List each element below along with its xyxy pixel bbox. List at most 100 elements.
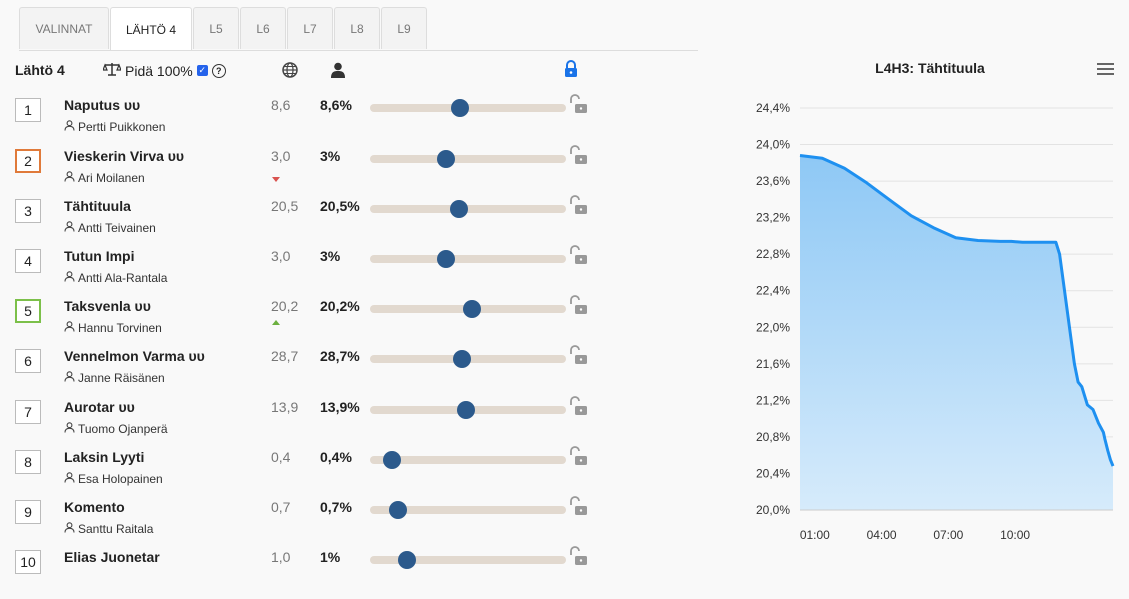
hamburger-menu-icon[interactable]	[1097, 62, 1115, 81]
percent-slider[interactable]	[370, 501, 566, 519]
horse-row: 10 Elias Juonetar 1,0 1%	[15, 546, 695, 599]
lock-open-icon[interactable]	[569, 295, 589, 322]
lock-open-icon[interactable]	[569, 94, 589, 121]
y-tick-label: 20,8%	[756, 430, 790, 444]
lock-open-icon[interactable]	[569, 446, 589, 473]
percent-value: 3%	[320, 148, 341, 164]
odds-value: 13,9	[271, 399, 299, 415]
horse-name: Vennelmon Varma ᴜᴜ	[64, 348, 205, 364]
horse-name: Laksin Lyyti	[64, 449, 145, 465]
globe-icon[interactable]	[282, 62, 298, 83]
person-outline-icon	[64, 120, 75, 134]
slider-handle[interactable]	[437, 250, 456, 268]
horse-number: 3	[15, 199, 41, 223]
race-title: Lähtö 4	[15, 62, 65, 78]
percent-slider[interactable]	[370, 401, 566, 419]
percent-value: 20,2%	[320, 298, 360, 314]
person-outline-icon	[64, 472, 75, 486]
odds-value: 8,6	[271, 97, 291, 113]
tab-l8[interactable]: L8	[334, 7, 380, 49]
percent-value: 20,5%	[320, 198, 360, 214]
keep-100-checkbox[interactable]: ✓	[196, 65, 208, 76]
percent-value: 3%	[320, 248, 341, 264]
lock-open-icon[interactable]	[569, 345, 589, 372]
slider-handle[interactable]	[382, 451, 401, 469]
odds-value: 3,0	[271, 248, 291, 264]
lock-open-icon[interactable]	[569, 145, 589, 172]
percent-value: 28,7%	[320, 348, 360, 364]
tab-l9[interactable]: L9	[381, 7, 427, 49]
question-circle-icon[interactable]: ?	[211, 63, 226, 78]
chart-title: L4H3: Tähtituula	[875, 60, 985, 76]
slider-handle[interactable]	[457, 401, 476, 419]
driver-name: Tuomo Ojanperä	[64, 422, 168, 436]
horse-number: 6	[15, 349, 41, 373]
odds-value: 1,0	[271, 549, 291, 565]
series-line	[799, 154, 1115, 467]
horse-row: 2 Vieskerin Virva ᴜᴜ Ari Moilanen 3,0 3%	[15, 145, 695, 198]
tab-l7[interactable]: L7	[287, 7, 333, 49]
slider-handle[interactable]	[462, 300, 481, 318]
percent-slider[interactable]	[370, 250, 566, 268]
percent-slider[interactable]	[370, 350, 566, 368]
y-tick-label: 22,8%	[756, 247, 790, 261]
slider-handle[interactable]	[450, 200, 469, 218]
x-tick-label: 07:00	[933, 528, 963, 542]
horse-name: Tähtituula	[64, 198, 131, 214]
tab-valinnat[interactable]: VALINNAT	[19, 7, 109, 49]
percent-value: 1%	[320, 549, 341, 565]
person-outline-icon	[64, 221, 75, 235]
percent-value: 8,6%	[320, 97, 352, 113]
percent-value: 0,4%	[320, 449, 352, 465]
lock-open-icon[interactable]	[569, 396, 589, 423]
race-tabs: VALINNAT LÄHTÖ 4 L5 L6 L7 L8 L9	[19, 7, 428, 51]
person-icon[interactable]	[331, 62, 345, 83]
person-outline-icon	[64, 321, 75, 335]
slider-handle[interactable]	[451, 99, 470, 117]
percent-slider[interactable]	[370, 300, 566, 318]
percent-slider[interactable]	[370, 99, 566, 117]
driver-name: Santtu Raitala	[64, 522, 153, 536]
horse-row: 7 Aurotar ᴜᴜ Tuomo Ojanperä 13,9 13,9%	[15, 396, 695, 449]
person-outline-icon	[64, 171, 75, 185]
driver-name: Esa Holopainen	[64, 472, 163, 486]
percent-slider[interactable]	[370, 200, 566, 218]
tab-l5[interactable]: L5	[193, 7, 239, 49]
lock-open-icon[interactable]	[569, 195, 589, 222]
percent-slider[interactable]	[370, 150, 566, 168]
trend-down-icon	[272, 177, 280, 182]
person-outline-icon	[64, 422, 75, 436]
lock-open-icon[interactable]	[569, 546, 589, 573]
tab-lähtö-4[interactable]: LÄHTÖ 4	[110, 7, 192, 51]
horse-number: 5	[15, 299, 41, 323]
slider-handle[interactable]	[398, 551, 417, 569]
slider-handle[interactable]	[437, 150, 456, 168]
x-tick-label: 10:00	[1000, 528, 1030, 542]
person-outline-icon	[64, 371, 75, 385]
lock-open-icon[interactable]	[569, 245, 589, 272]
horse-number: 8	[15, 450, 41, 474]
y-tick-label: 22,0%	[756, 320, 790, 334]
horse-name: Elias Juonetar	[64, 549, 160, 565]
percent-slider[interactable]	[370, 451, 566, 469]
horse-name: Tutun Impi	[64, 248, 135, 264]
y-tick-label: 22,4%	[756, 284, 790, 298]
percent-value: 13,9%	[320, 399, 360, 415]
lock-closed-icon[interactable]	[564, 60, 578, 83]
tab-l6[interactable]: L6	[240, 7, 286, 49]
slider-handle[interactable]	[453, 350, 472, 368]
odds-value: 20,2	[271, 298, 299, 314]
driver-name: Hannu Torvinen	[64, 321, 162, 335]
y-tick-label: 21,2%	[756, 393, 790, 407]
y-tick-label: 20,4%	[756, 466, 790, 480]
driver-name: Antti Teivainen	[64, 221, 156, 235]
horse-name: Komento	[64, 499, 125, 515]
y-tick-label: 24,4%	[756, 101, 790, 115]
horse-row: 4 Tutun Impi Antti Ala-Rantala 3,0 3%	[15, 245, 695, 298]
percent-slider[interactable]	[370, 551, 566, 569]
y-tick-label: 23,2%	[756, 211, 790, 225]
slider-handle[interactable]	[389, 501, 408, 519]
driver-name: Janne Räisänen	[64, 371, 165, 385]
lock-open-icon[interactable]	[569, 496, 589, 523]
horse-number: 2	[15, 149, 41, 173]
